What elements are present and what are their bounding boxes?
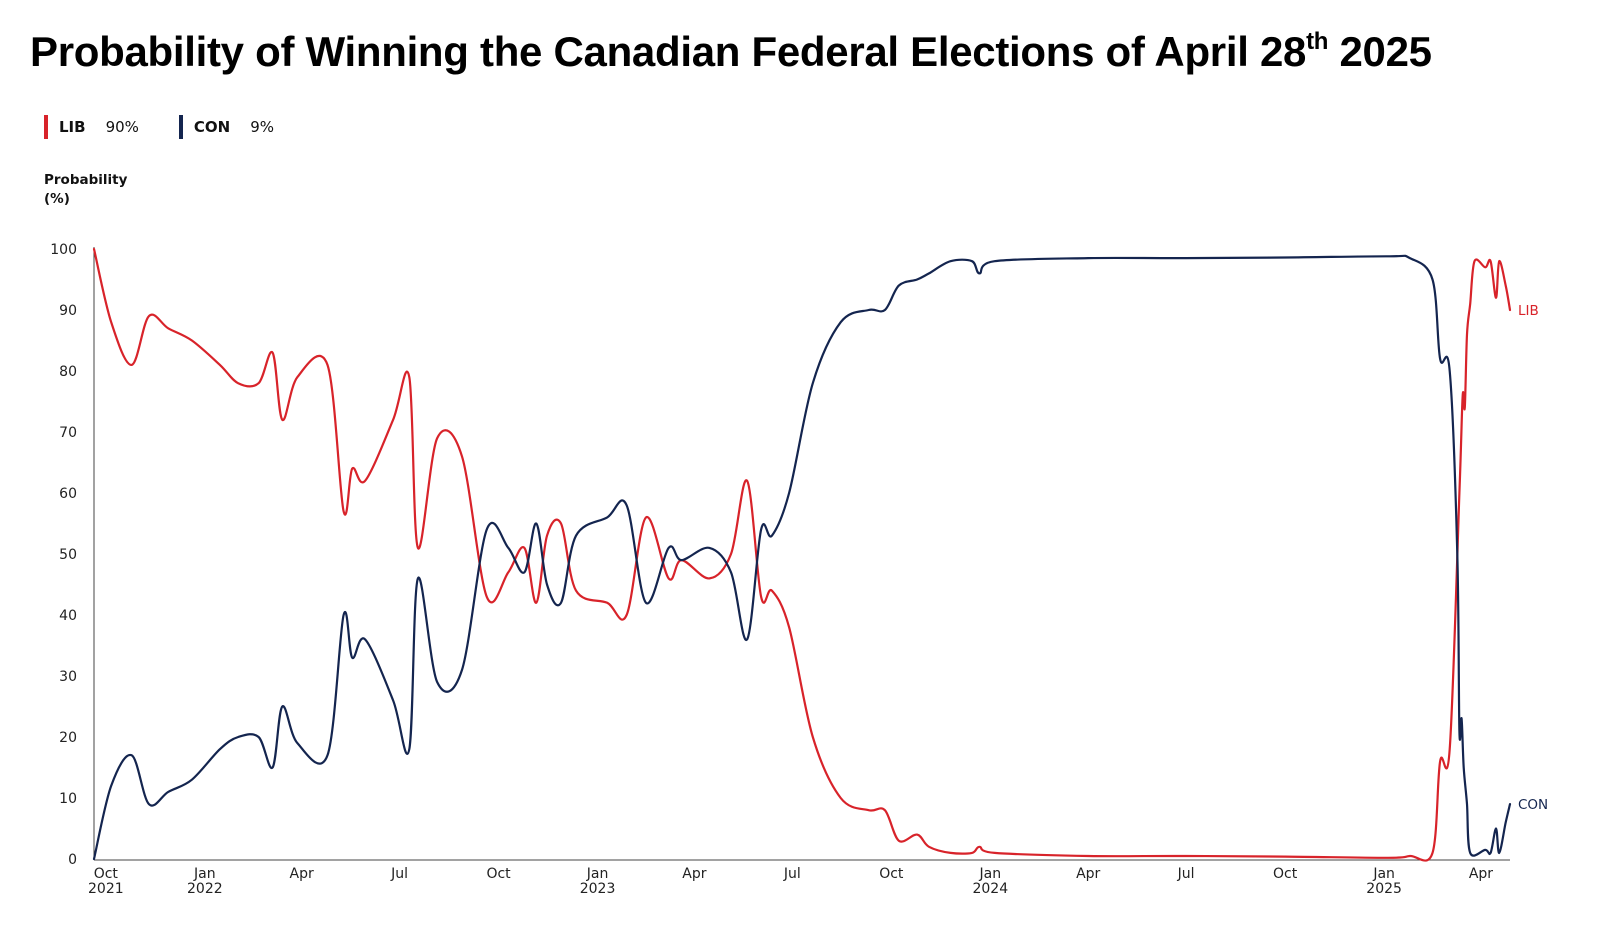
legend-value-con: 9% [250, 118, 275, 136]
x-tick-label: Apr [290, 866, 314, 882]
x-tick-label: Oct [1273, 866, 1298, 882]
legend-item-con: CON 9% [178, 115, 275, 139]
chart-title: Probability of Winning the Canadian Fede… [30, 28, 1432, 76]
y-axis-title-line: (%) [44, 191, 70, 207]
legend-item-lib: LIB 90% [44, 115, 139, 139]
y-tick-label: 10 [59, 791, 77, 807]
y-axis-title-line: Probability [44, 172, 128, 188]
y-tick-label: 20 [59, 730, 77, 746]
series-end-label-con: CON [1518, 797, 1548, 813]
x-tick-label: Jan [1372, 866, 1395, 882]
x-tick-label: Jul [783, 866, 801, 882]
x-tick-label: Jan [193, 866, 216, 882]
legend-label-con: CON [193, 118, 231, 136]
y-tick-label: 90 [59, 303, 77, 319]
y-tick-label: 40 [59, 608, 77, 624]
x-tick-year-label: 2024 [972, 881, 1008, 897]
x-tick-label: Jul [390, 866, 408, 882]
legend: LIB 90% CON 9% [44, 115, 274, 139]
y-tick-label: 30 [59, 669, 77, 685]
y-tick-label: 80 [59, 364, 77, 380]
series-line-con [92, 254, 1512, 861]
legend-swatch-con [178, 115, 183, 139]
x-tick-label: Jan [979, 866, 1002, 882]
x-tick-year-label: 2025 [1366, 881, 1402, 897]
chart-title-tail: 2025 [1328, 28, 1432, 75]
y-tick-label: 70 [59, 425, 77, 441]
x-tick-label: Apr [682, 866, 706, 882]
x-tick-label: Oct [879, 866, 904, 882]
x-tick-label: Jan [586, 866, 609, 882]
chart-title-main: Probability of Winning the Canadian Fede… [30, 28, 1307, 75]
legend-label-lib: LIB [59, 118, 86, 136]
y-tick-label: 60 [59, 486, 77, 502]
y-axis-title-text: Probability (%) [44, 172, 128, 207]
y-tick-label: 50 [59, 547, 77, 563]
legend-value-lib: 90% [105, 118, 139, 136]
x-tick-label: Apr [1076, 866, 1100, 882]
series-line-lib [92, 247, 1512, 862]
x-tick-year-label: 2021 [88, 881, 124, 897]
x-tick-year-label: 2022 [187, 881, 223, 897]
x-tick-label: Oct [486, 866, 511, 882]
x-tick-label: Jul [1177, 866, 1195, 882]
series-end-label-lib: LIB [1518, 303, 1539, 319]
y-axis-title: Probability (%) [44, 172, 128, 207]
x-tick-year-label: 2023 [580, 881, 616, 897]
x-tick-label: Apr [1469, 866, 1493, 882]
x-tick-label: Oct [94, 866, 119, 882]
y-tick-label: 100 [50, 242, 77, 258]
y-axis: 0 10 20 30 40 50 60 70 80 90 100 [50, 242, 95, 868]
legend-swatch-lib [44, 115, 48, 139]
y-tick-label: 0 [68, 852, 77, 868]
chart-title-superscript: th [1306, 28, 1329, 55]
series-layer: LIB CON [92, 247, 1548, 862]
